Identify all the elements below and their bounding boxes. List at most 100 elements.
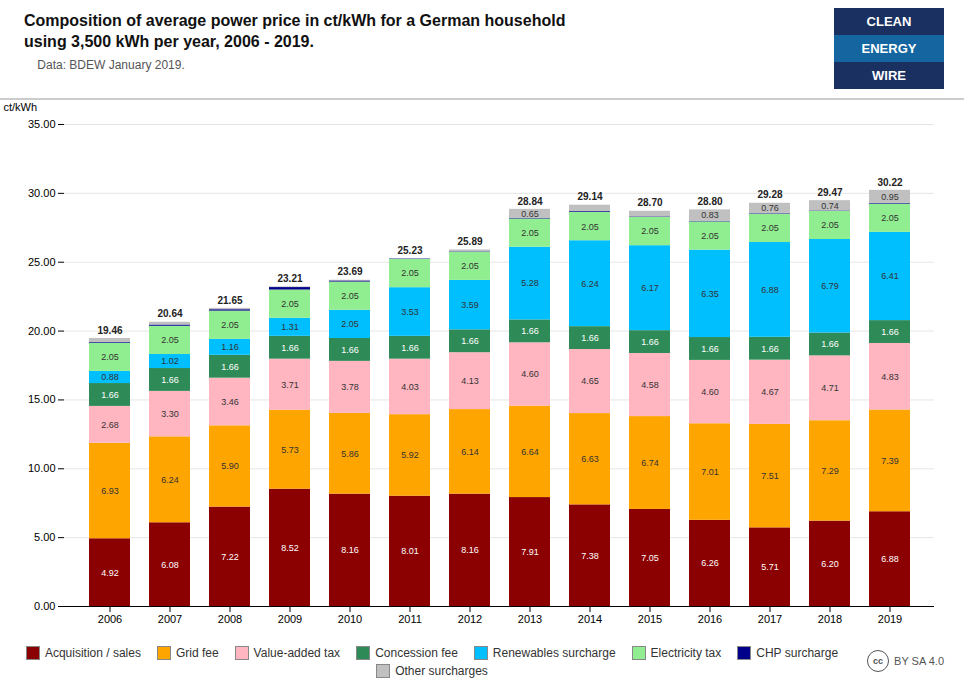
svg-text:23.69: 23.69 (337, 266, 362, 277)
svg-text:1.66: 1.66 (701, 344, 719, 354)
svg-text:29.28: 29.28 (757, 189, 782, 200)
svg-text:6.63: 6.63 (581, 454, 599, 464)
svg-text:1.66: 1.66 (581, 333, 599, 343)
svg-text:1.66: 1.66 (881, 327, 899, 337)
svg-text:6.14: 6.14 (461, 447, 479, 457)
svg-text:5.00: 5.00 (34, 531, 55, 543)
svg-text:7.01: 7.01 (701, 467, 719, 477)
svg-text:8.16: 8.16 (341, 545, 359, 555)
svg-text:5.71: 5.71 (761, 562, 779, 572)
svg-text:5.90: 5.90 (221, 461, 239, 471)
svg-text:5.86: 5.86 (341, 449, 359, 459)
svg-text:30.22: 30.22 (877, 177, 902, 188)
svg-text:20.64: 20.64 (157, 308, 182, 319)
svg-text:4.60: 4.60 (701, 387, 719, 397)
svg-text:6.64: 6.64 (521, 447, 539, 457)
svg-text:4.92: 4.92 (101, 568, 119, 578)
svg-text:2.05: 2.05 (401, 268, 419, 278)
svg-text:6.41: 6.41 (881, 271, 899, 281)
svg-text:4.83: 4.83 (881, 372, 899, 382)
svg-text:0.76: 0.76 (761, 203, 779, 213)
svg-text:6.20: 6.20 (821, 559, 839, 569)
svg-text:6.88: 6.88 (761, 285, 779, 295)
svg-text:30.00: 30.00 (28, 187, 56, 199)
svg-text:2013: 2013 (518, 613, 542, 625)
svg-text:6.17: 6.17 (641, 283, 659, 293)
svg-text:2.05: 2.05 (821, 220, 839, 230)
svg-text:3.71: 3.71 (281, 380, 299, 390)
svg-text:0.00: 0.00 (34, 600, 55, 612)
svg-text:28.84: 28.84 (517, 196, 542, 207)
svg-text:1.31: 1.31 (281, 322, 299, 332)
svg-text:1.16: 1.16 (221, 342, 239, 352)
svg-text:1.66: 1.66 (761, 344, 779, 354)
svg-text:2.05: 2.05 (761, 223, 779, 233)
svg-text:2.05: 2.05 (221, 320, 239, 330)
svg-text:1.66: 1.66 (461, 336, 479, 346)
svg-text:7.22: 7.22 (221, 552, 239, 562)
svg-text:2006: 2006 (98, 613, 122, 625)
svg-text:2014: 2014 (578, 613, 602, 625)
svg-text:2.05: 2.05 (101, 352, 119, 362)
svg-text:28.80: 28.80 (697, 196, 722, 207)
svg-text:25.23: 25.23 (397, 245, 422, 256)
svg-text:1.66: 1.66 (161, 375, 179, 385)
svg-text:35.00: 35.00 (28, 118, 56, 130)
svg-text:19.46: 19.46 (97, 325, 122, 336)
svg-text:1.66: 1.66 (281, 343, 299, 353)
svg-text:2.05: 2.05 (701, 231, 719, 241)
svg-text:8.01: 8.01 (401, 546, 419, 556)
svg-text:1.66: 1.66 (401, 343, 419, 353)
svg-text:6.35: 6.35 (701, 289, 719, 299)
svg-text:3.78: 3.78 (341, 382, 359, 392)
svg-text:0.74: 0.74 (821, 201, 839, 211)
svg-text:2.05: 2.05 (341, 291, 359, 301)
svg-text:25.00: 25.00 (28, 256, 56, 268)
svg-text:5.92: 5.92 (401, 450, 419, 460)
svg-text:6.08: 6.08 (161, 560, 179, 570)
svg-text:2.05: 2.05 (641, 226, 659, 236)
svg-text:4.58: 4.58 (641, 380, 659, 390)
svg-text:3.46: 3.46 (221, 397, 239, 407)
svg-text:2009: 2009 (278, 613, 302, 625)
svg-text:1.66: 1.66 (521, 326, 539, 336)
svg-text:2007: 2007 (158, 613, 182, 625)
svg-text:2.05: 2.05 (521, 228, 539, 238)
svg-text:2.05: 2.05 (161, 335, 179, 345)
svg-text:1.66: 1.66 (221, 362, 239, 372)
svg-text:2017: 2017 (758, 613, 782, 625)
svg-text:2.05: 2.05 (281, 299, 299, 309)
svg-text:2018: 2018 (818, 613, 842, 625)
svg-text:6.24: 6.24 (161, 475, 179, 485)
svg-text:0.83: 0.83 (701, 210, 719, 220)
svg-text:6.74: 6.74 (641, 458, 659, 468)
svg-text:6.79: 6.79 (821, 281, 839, 291)
svg-text:5.28: 5.28 (521, 278, 539, 288)
svg-text:1.66: 1.66 (641, 337, 659, 347)
svg-text:23.21: 23.21 (277, 273, 302, 284)
svg-text:2.68: 2.68 (101, 420, 119, 430)
svg-text:2.05: 2.05 (461, 261, 479, 271)
svg-text:0.65: 0.65 (521, 209, 539, 219)
svg-text:3.30: 3.30 (161, 409, 179, 419)
svg-text:21.65: 21.65 (217, 295, 242, 306)
svg-text:4.13: 4.13 (461, 376, 479, 386)
svg-text:3.53: 3.53 (401, 307, 419, 317)
svg-text:1.66: 1.66 (341, 345, 359, 355)
svg-text:2010: 2010 (338, 613, 362, 625)
svg-text:2.05: 2.05 (881, 213, 899, 223)
svg-text:8.16: 8.16 (461, 545, 479, 555)
svg-text:4.65: 4.65 (581, 376, 599, 386)
svg-text:28.70: 28.70 (637, 197, 662, 208)
svg-text:6.88: 6.88 (881, 554, 899, 564)
svg-text:2011: 2011 (398, 613, 422, 625)
svg-text:2012: 2012 (458, 613, 482, 625)
svg-text:7.39: 7.39 (881, 456, 899, 466)
svg-text:25.89: 25.89 (457, 236, 482, 247)
svg-text:0.88: 0.88 (101, 372, 119, 382)
svg-text:0.95: 0.95 (881, 192, 899, 202)
svg-text:15.00: 15.00 (28, 393, 56, 405)
svg-text:1.66: 1.66 (101, 390, 119, 400)
svg-text:5.73: 5.73 (281, 445, 299, 455)
svg-text:7.05: 7.05 (641, 553, 659, 563)
